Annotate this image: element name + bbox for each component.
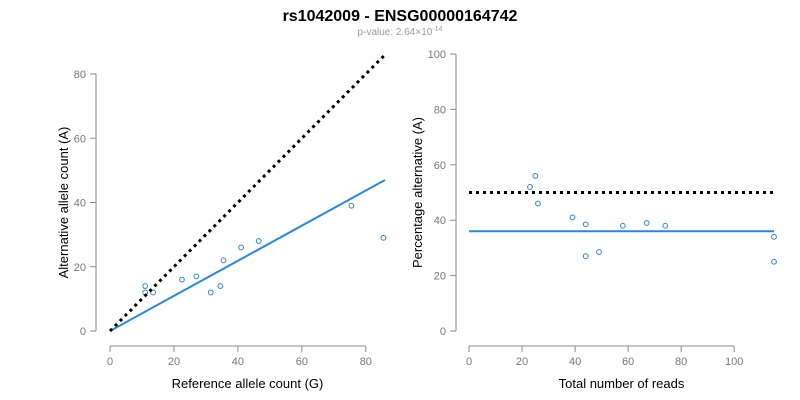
panel-2-data-point-2	[532, 172, 539, 179]
panel-1-x-tick-label-40: 40	[232, 356, 244, 368]
panel-1-y-tick-label-80: 80	[74, 69, 86, 81]
panel-1-x-tick-label-80: 80	[360, 356, 372, 368]
panel-2-data-point-4	[569, 214, 576, 221]
p-value-subtitle: p-value: 2.64×10-14	[358, 26, 443, 38]
panel-2-x-tick-label-80: 80	[675, 356, 687, 368]
panel-2-x-axis-label: Total number of reads	[559, 376, 685, 391]
panel-2-y-axis-label: Percentage alternative (A)	[410, 117, 425, 268]
panel-1-y-tick-label-60: 60	[74, 133, 86, 145]
panel-1-data-point-11	[348, 202, 355, 209]
panel-2-data-point-8	[619, 222, 626, 229]
panel-2-data-point-3	[535, 200, 541, 207]
panel-1-data-point-8	[220, 257, 227, 264]
panel-2-y-tick-label-100: 100	[428, 49, 446, 61]
panel-1-fit-line	[109, 179, 386, 332]
panel-2-data-point-1	[527, 184, 533, 190]
panel-1-y-axis-label: Alternative allele count (A)	[56, 127, 71, 279]
panel-1-data-point-1	[142, 283, 149, 289]
panel-2-data-point-7	[596, 249, 602, 255]
panel-1-x-tick-label-0: 0	[107, 356, 113, 368]
panel-1-data-point-12	[380, 234, 387, 241]
panel-1-data-point-4	[179, 276, 185, 283]
panel-2-y-tick-label-60: 60	[434, 160, 446, 172]
panel-1-y-tick-label-0: 0	[80, 326, 86, 338]
panel-2-y-tick-label-80: 80	[434, 104, 446, 116]
panel-2-y-tick-label-40: 40	[434, 215, 446, 227]
panel-1-x-tick-label-60: 60	[296, 356, 308, 368]
p-value-exponent: -14	[432, 26, 442, 33]
left-panel-scatter: 0 20 40 60 80 0 20 40 60 80 Reference allele count…	[56, 53, 387, 391]
panel-1-y-tick-label-40: 40	[74, 198, 86, 210]
panel-1-data-point-10	[255, 238, 262, 244]
panel-2-data-point-9	[643, 220, 650, 226]
panel-1-data-point-9	[238, 244, 245, 251]
panel-2-data-point-6	[582, 253, 589, 260]
panel-2-data-point-11	[771, 233, 777, 240]
panel-1-reference-line	[108, 53, 387, 333]
panel-2-data-point-12	[771, 258, 777, 265]
panel-2-y-tick-label-0: 0	[440, 326, 446, 338]
panel-1-x-tick-label-20: 20	[168, 356, 180, 368]
panel-1-x-axis-label: Reference allele count (G)	[172, 376, 324, 391]
panel-1-data-point-5	[193, 273, 200, 280]
panel-2-x-tick-label-40: 40	[569, 356, 581, 368]
panel-2-x-tick-label-100: 100	[725, 356, 743, 368]
panel-1-y-tick-label-20: 20	[74, 262, 86, 274]
panel-2-data-point-5	[582, 221, 589, 228]
panel-1-data-point-6	[207, 289, 214, 296]
panel-2-x-tick-label-20: 20	[516, 356, 528, 368]
chart-title: rs1042009 - ENSG00000164742	[283, 8, 518, 25]
panel-2-x-tick-label-0: 0	[466, 356, 472, 368]
panel-2-data-point-10	[662, 222, 669, 229]
panel-2-y-tick-label-20: 20	[434, 271, 446, 283]
panel-2-x-tick-label-60: 60	[622, 356, 634, 368]
panel-1-data-point-7	[217, 283, 224, 289]
right-panel-scatter: 0 20 40 60 80 100 0 20 40 60 80 100 Total number of …	[410, 49, 777, 391]
p-value-text: p-value: 2.64×10	[358, 27, 433, 38]
panel-1-data-point-3	[150, 289, 157, 296]
